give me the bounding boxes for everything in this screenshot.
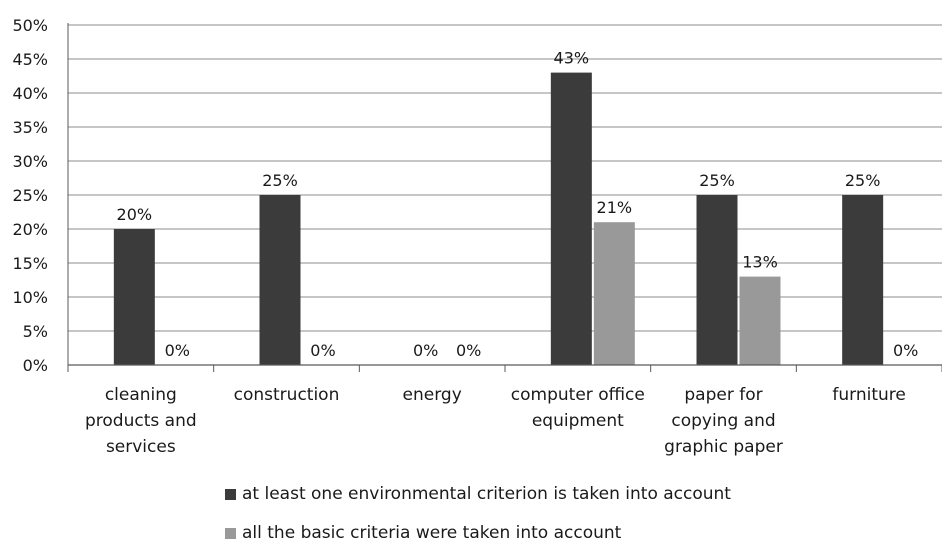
y-tick-label: 5%: [23, 322, 48, 341]
x-category-label: copying and: [671, 411, 775, 431]
data-label: 0%: [413, 341, 438, 360]
data-label: 0%: [310, 341, 335, 360]
bars: [113, 72, 884, 365]
bar: [739, 276, 781, 365]
y-tick-label: 30%: [12, 152, 48, 171]
data-label: 13%: [742, 253, 778, 272]
x-category-label: furniture: [832, 385, 905, 405]
data-label: 25%: [262, 171, 298, 190]
x-axis: [67, 23, 942, 372]
legend-label-series-1: at least one environmental criterion is …: [242, 484, 731, 504]
y-tick-label: 45%: [12, 50, 48, 69]
legend-swatch-series-1: [225, 488, 236, 500]
bar: [550, 72, 592, 365]
data-label: 25%: [699, 171, 735, 190]
y-tick-label: 15%: [12, 254, 48, 273]
data-label: 25%: [845, 171, 881, 190]
gridlines: [68, 24, 942, 332]
legend-label-series-2: all the basic criteria were taken into a…: [242, 523, 622, 543]
x-axis-category-labels: cleaning products and services construction…: [85, 385, 906, 457]
x-category-label: graphic paper: [664, 437, 783, 457]
data-label: 21%: [597, 198, 633, 217]
legend-swatch-series-2: [225, 527, 236, 539]
data-label: 0%: [893, 341, 918, 360]
y-tick-label: 20%: [12, 220, 48, 239]
bar: [593, 222, 635, 365]
legend-item-series-2: all the basic criteria were taken into a…: [225, 523, 621, 543]
data-label: 20%: [117, 205, 153, 224]
data-label: 43%: [554, 49, 590, 68]
data-label: 0%: [165, 341, 190, 360]
bar: [259, 195, 301, 365]
data-label: 0%: [456, 341, 481, 360]
x-category-label: computer office: [511, 385, 645, 405]
bar: [696, 195, 738, 365]
x-category-label: construction: [234, 385, 340, 405]
legend-item-series-1: at least one environmental criterion is …: [225, 484, 731, 504]
y-axis-tick-labels: 0% 5% 10% 15% 20% 25% 30% 35% 40% 45% 50%: [12, 16, 48, 375]
y-tick-label: 0%: [23, 356, 48, 375]
y-tick-label: 40%: [12, 84, 48, 103]
data-labels: 20% 25% 0% 43% 25% 25% 0% 0% 0% 21% 13% 0%: [117, 49, 919, 360]
y-tick-label: 10%: [12, 288, 48, 307]
bar-chart: 0%5%10%15%20%25%30%35%40%45%50% 20%25%0%…: [12, 16, 942, 457]
bar: [113, 229, 155, 365]
y-tick-label: 35%: [12, 118, 48, 137]
bar: [842, 195, 884, 365]
y-tick-label: 50%: [12, 16, 48, 35]
x-category-label: cleaning: [105, 385, 177, 405]
x-category-label: products and: [85, 411, 197, 431]
x-category-label: paper for: [684, 385, 762, 405]
x-category-label: services: [106, 437, 176, 457]
x-category-label: equipment: [532, 411, 624, 431]
y-tick-label: 25%: [12, 186, 48, 205]
x-category-label: energy: [403, 385, 462, 405]
